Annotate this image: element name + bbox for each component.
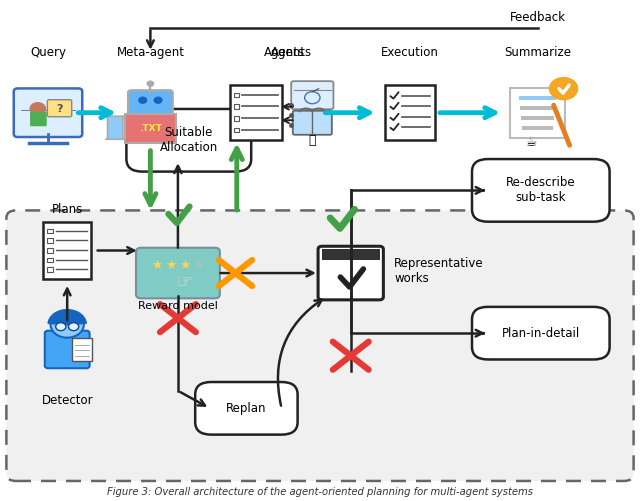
Bar: [47, 229, 53, 233]
Bar: [47, 238, 53, 243]
FancyBboxPatch shape: [44, 221, 92, 280]
Bar: [234, 104, 239, 109]
FancyBboxPatch shape: [521, 116, 554, 120]
FancyBboxPatch shape: [45, 331, 90, 368]
FancyBboxPatch shape: [195, 382, 298, 434]
Text: Agents: Agents: [271, 46, 312, 59]
FancyBboxPatch shape: [385, 85, 435, 140]
Text: Meta-agent: Meta-agent: [116, 46, 184, 59]
Bar: [47, 248, 53, 253]
Circle shape: [51, 312, 84, 338]
FancyBboxPatch shape: [322, 249, 380, 261]
Text: Plan-in-detail: Plan-in-detail: [502, 327, 580, 340]
Text: ★: ★: [165, 259, 177, 272]
FancyBboxPatch shape: [511, 88, 564, 138]
Text: .TXT: .TXT: [139, 124, 162, 133]
Text: Detector: Detector: [42, 394, 93, 407]
FancyBboxPatch shape: [292, 111, 332, 135]
FancyBboxPatch shape: [72, 338, 92, 361]
FancyBboxPatch shape: [14, 88, 83, 137]
Bar: [234, 128, 239, 132]
Text: Agents: Agents: [264, 46, 305, 59]
Text: ?: ?: [56, 104, 63, 114]
FancyBboxPatch shape: [230, 85, 282, 140]
Circle shape: [549, 78, 578, 100]
Text: Reward model: Reward model: [138, 301, 218, 311]
Bar: [234, 116, 239, 121]
FancyBboxPatch shape: [318, 246, 383, 300]
Circle shape: [154, 97, 162, 103]
Bar: [47, 258, 53, 262]
Text: ★: ★: [179, 259, 191, 272]
Text: ☕: ☕: [525, 136, 537, 149]
Text: Suitable
Allocation: Suitable Allocation: [159, 126, 218, 154]
Text: ★: ★: [151, 259, 163, 272]
Text: Replan: Replan: [226, 402, 267, 415]
Text: 🤲: 🤲: [308, 134, 316, 147]
FancyBboxPatch shape: [174, 116, 197, 139]
Circle shape: [68, 323, 79, 331]
FancyBboxPatch shape: [106, 116, 125, 139]
Text: Re-describe
sub-task: Re-describe sub-task: [506, 176, 575, 204]
Text: Plans: Plans: [52, 203, 83, 216]
Text: Query: Query: [30, 46, 66, 59]
FancyBboxPatch shape: [522, 126, 553, 130]
Circle shape: [147, 81, 154, 86]
FancyBboxPatch shape: [472, 159, 609, 221]
FancyBboxPatch shape: [128, 90, 173, 118]
FancyBboxPatch shape: [30, 112, 47, 126]
FancyBboxPatch shape: [127, 109, 251, 172]
FancyBboxPatch shape: [125, 114, 176, 143]
FancyBboxPatch shape: [519, 96, 556, 100]
FancyBboxPatch shape: [520, 106, 556, 110]
FancyBboxPatch shape: [472, 307, 609, 360]
Wedge shape: [48, 310, 86, 325]
Circle shape: [56, 323, 66, 331]
Text: Representative
works: Representative works: [394, 257, 484, 285]
FancyBboxPatch shape: [47, 100, 72, 117]
Text: Figure 3: Overall architecture of the agent-oriented planning for multi-agent sy: Figure 3: Overall architecture of the ag…: [107, 487, 533, 497]
Text: ★: ★: [193, 259, 205, 272]
Bar: [47, 267, 53, 272]
Circle shape: [30, 103, 45, 115]
Text: Summarize: Summarize: [504, 46, 571, 59]
FancyBboxPatch shape: [136, 247, 220, 299]
Circle shape: [139, 97, 147, 103]
Text: Feedback: Feedback: [509, 11, 566, 24]
FancyBboxPatch shape: [291, 81, 333, 109]
Bar: [234, 93, 239, 97]
Text: ☞: ☞: [175, 273, 193, 292]
FancyBboxPatch shape: [6, 210, 634, 481]
Text: Execution: Execution: [381, 46, 438, 59]
